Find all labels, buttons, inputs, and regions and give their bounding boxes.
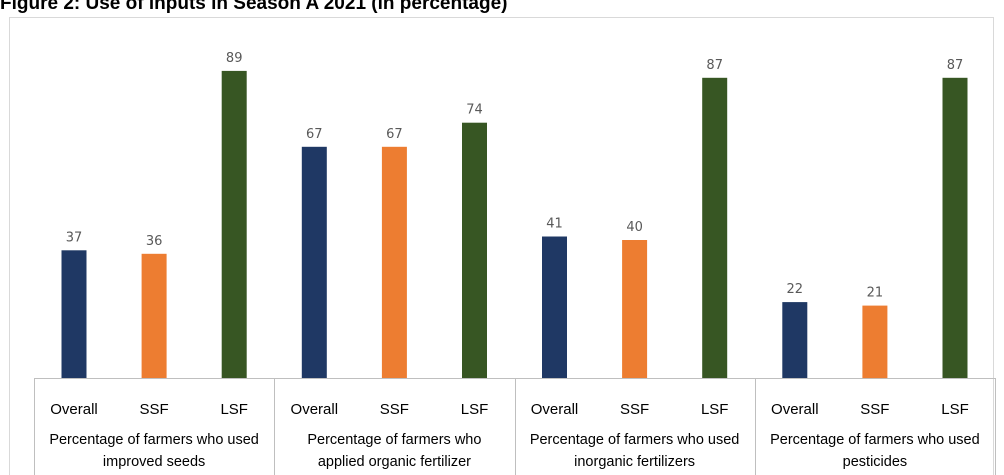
- bar-overall: [542, 236, 567, 378]
- group-label: Percentage of farmers who: [307, 432, 481, 448]
- chart-border: [9, 17, 994, 475]
- bars: [61, 70, 968, 379]
- bar-overall: [782, 302, 808, 378]
- bar-lsf: [462, 122, 487, 378]
- category-axis: Overall SSF LSF Percentage of farmers who u…: [34, 378, 996, 475]
- data-label: 41: [546, 217, 563, 232]
- data-label: 40: [626, 220, 643, 235]
- group-label: pesticides: [843, 454, 907, 470]
- bar-overall: [61, 250, 87, 378]
- tick-label: LSF: [701, 401, 729, 418]
- tick-label: Overall: [531, 401, 579, 418]
- bar-ssf: [622, 240, 648, 378]
- bar-lsf: [942, 77, 968, 379]
- group-label: improved seeds: [103, 454, 205, 470]
- data-label: 36: [146, 234, 163, 249]
- group-label: Percentage of farmers who used: [770, 432, 980, 448]
- group-label: Percentage of farmers who used: [530, 432, 740, 448]
- data-label: 22: [787, 282, 804, 297]
- tick-label: Overall: [771, 401, 819, 418]
- group-label: Percentage of farmers who used: [49, 432, 259, 448]
- data-label: 67: [306, 127, 323, 142]
- data-label: 87: [947, 58, 964, 73]
- tick-label: SSF: [860, 401, 889, 418]
- data-labels: 37 36 89 67 67 74 41 40 87 22 21 87: [66, 51, 964, 301]
- data-label: 89: [226, 51, 243, 66]
- data-label: 67: [386, 127, 403, 142]
- data-label: 87: [706, 58, 723, 73]
- bar-lsf: [221, 70, 247, 379]
- tick-label: SSF: [620, 401, 649, 418]
- tick-label: LSF: [220, 401, 248, 418]
- tick-label: SSF: [380, 401, 409, 418]
- bar-lsf: [702, 77, 728, 379]
- bar-ssf: [381, 146, 407, 378]
- group-label: inorganic fertilizers: [574, 454, 695, 470]
- data-label: 21: [867, 286, 884, 301]
- tick-label: SSF: [140, 401, 169, 418]
- tick-label: Overall: [291, 401, 339, 418]
- bar-ssf: [141, 253, 167, 378]
- chart-title: Figure 2: Use of inputs in Season A 2021…: [0, 0, 508, 14]
- data-label: 74: [466, 103, 483, 118]
- tick-label: LSF: [461, 401, 489, 418]
- bar-overall: [301, 146, 327, 378]
- bar-ssf: [862, 305, 888, 379]
- tick-label: Overall: [50, 401, 98, 418]
- tick-label: LSF: [941, 401, 969, 418]
- group-label: applied organic fertilizer: [318, 454, 471, 470]
- data-label: 37: [66, 230, 83, 245]
